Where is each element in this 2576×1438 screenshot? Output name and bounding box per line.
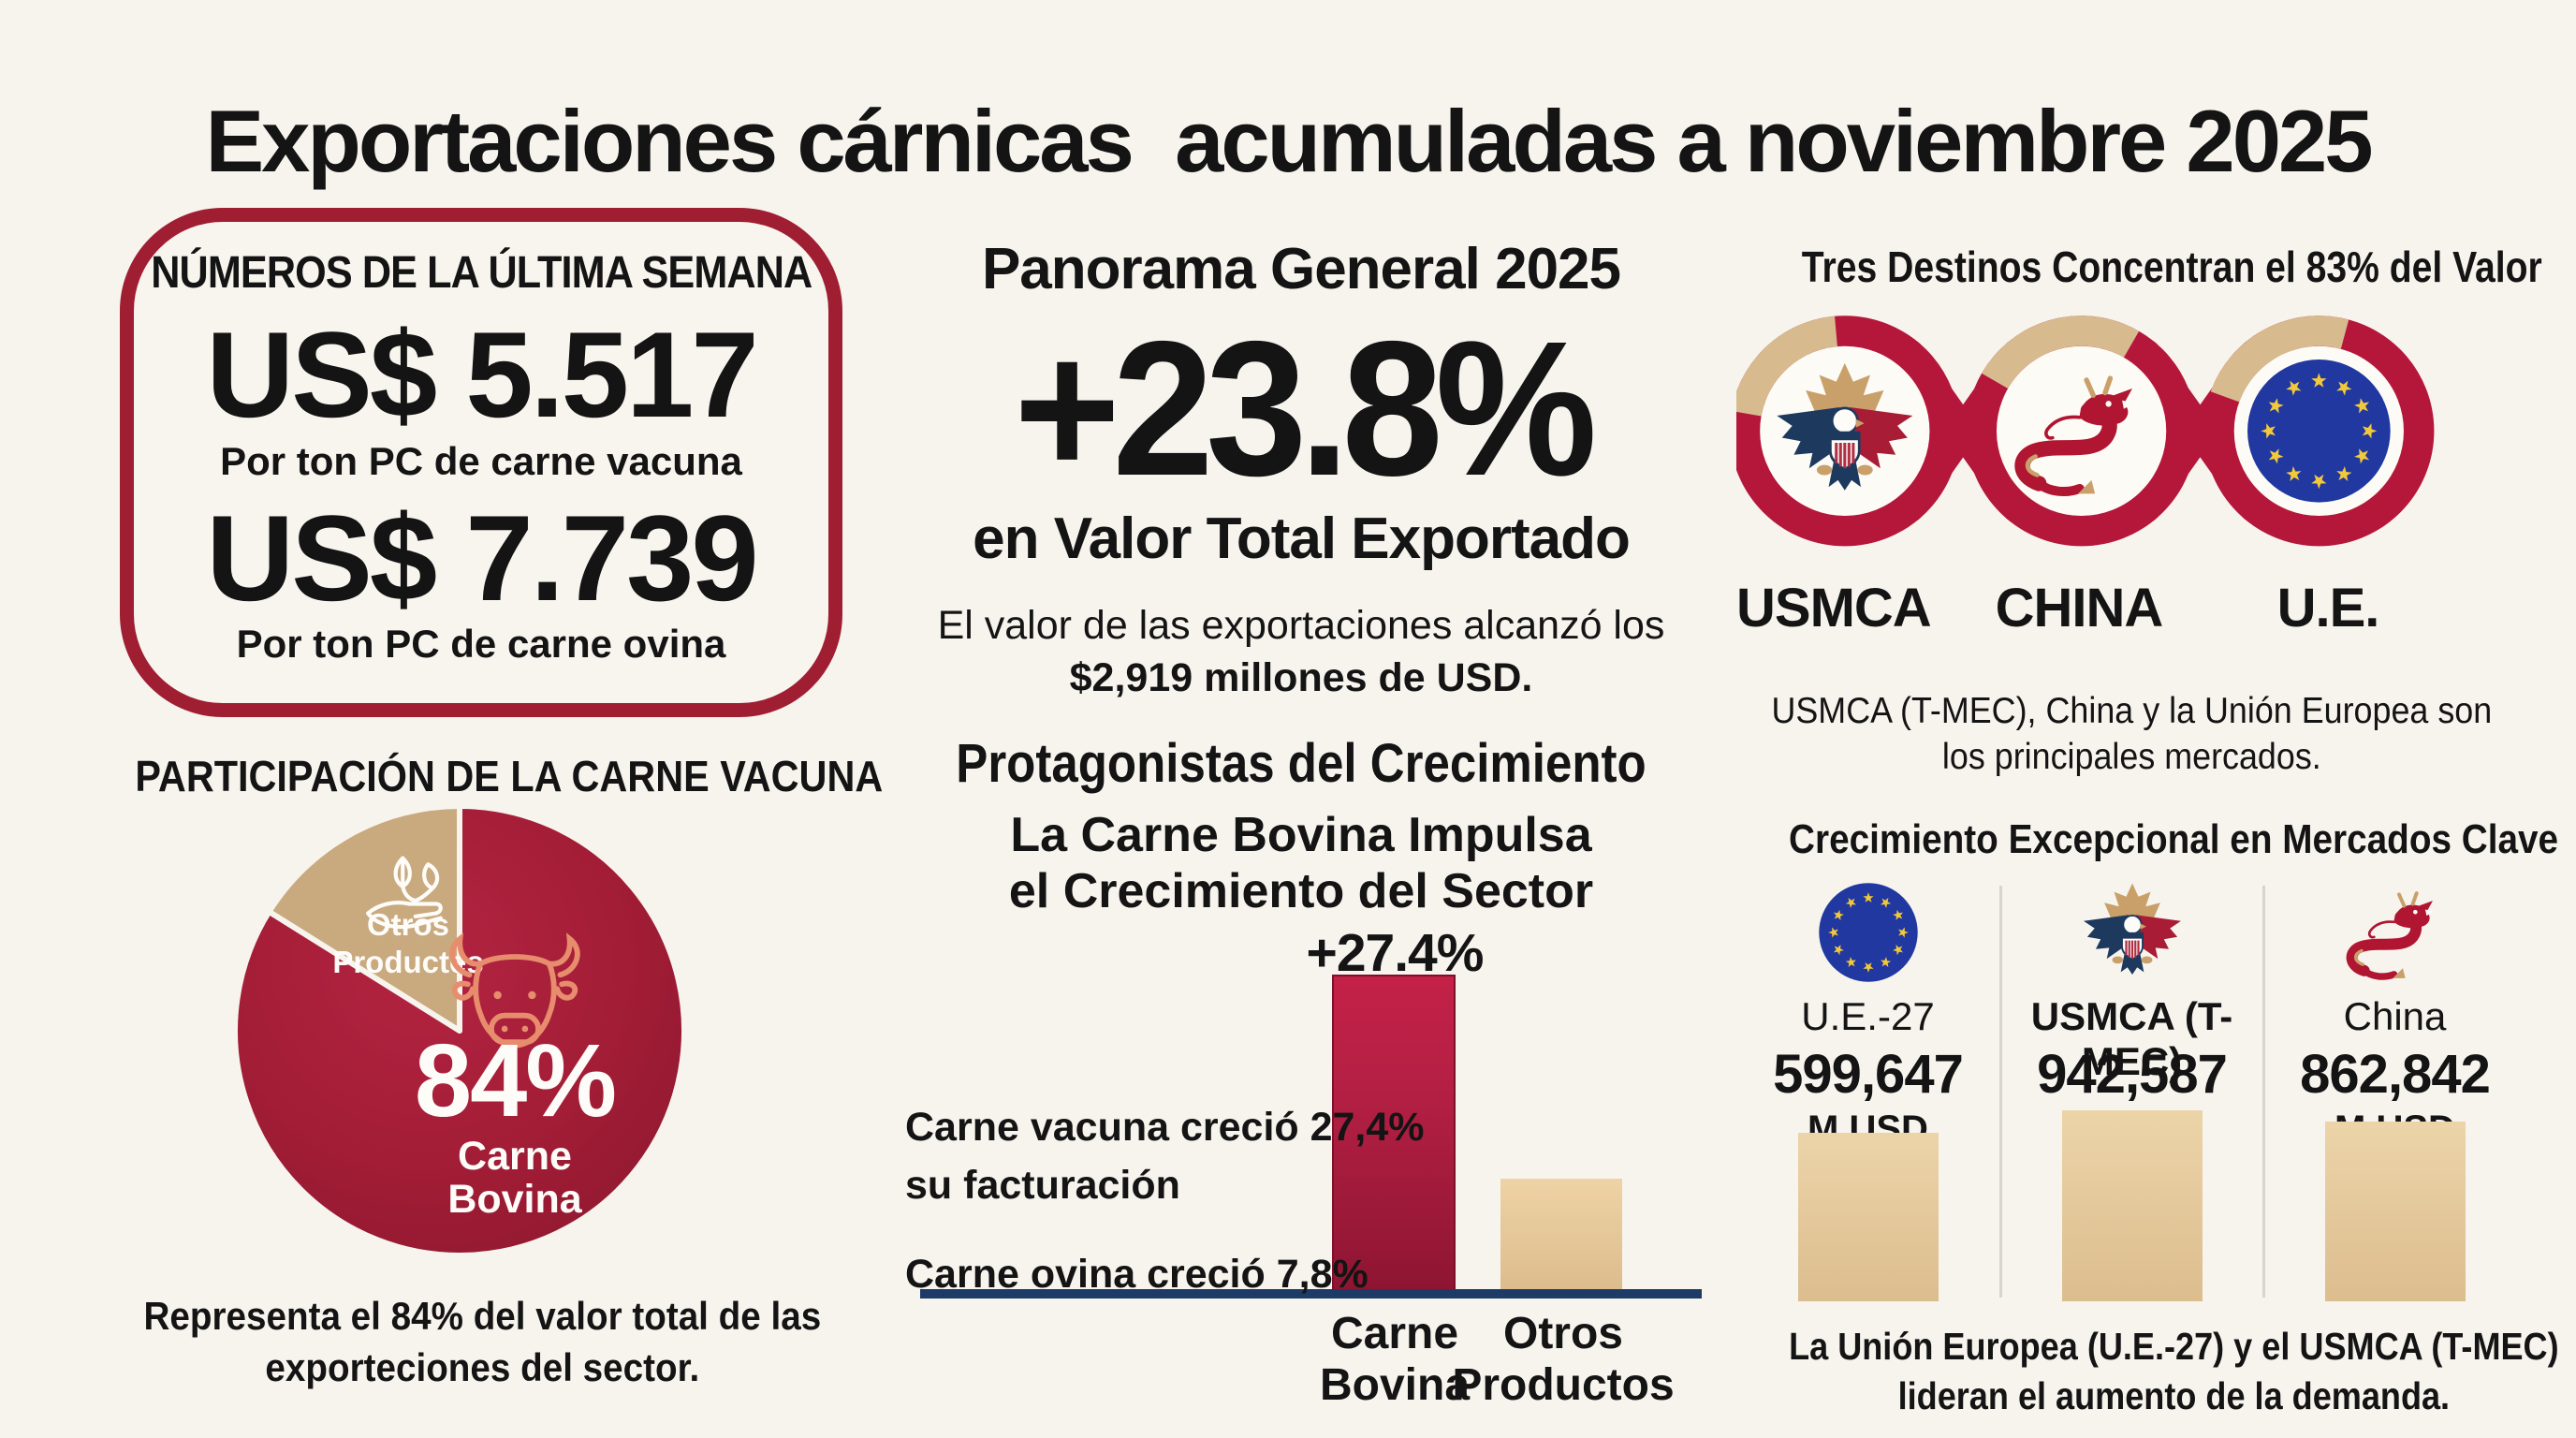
market-value-usmca: 942,587 — [2037, 1044, 2228, 1105]
market-bar-china — [2324, 1122, 2466, 1301]
market-china: China 862,842 M USD — [2263, 878, 2526, 1301]
dest-label-ue: U.E. — [2276, 578, 2380, 638]
weekly-numbers-card: NÚMEROS DE LA ÚLTIMA SEMANA US$ 5.517 Po… — [120, 208, 842, 717]
panorama-description: El valor de las exportaciones alcanzó lo… — [937, 602, 1665, 700]
weekly-label-vacuna: Por ton PC de carne vacuna — [220, 438, 742, 483]
mercados-section: Crecimiento Excepcional en Mercados Clav… — [1736, 816, 2559, 1434]
bar-annotation: +27.4% — [1306, 923, 1485, 983]
cow-icon — [449, 932, 580, 1049]
china-dragon-icon — [2339, 882, 2452, 982]
market-name-china: China — [2343, 994, 2447, 1038]
pie-svg — [234, 805, 685, 1256]
mercados-chart: U.E.-27 599,647 M USD USMCA (T-MEC) 942,… — [1736, 878, 2527, 1301]
participation-caption: Representa el 84% del valor total de las… — [143, 1294, 821, 1390]
panorama-section: Panorama General 2025 +23.8% en Valor To… — [899, 236, 1704, 705]
weekly-value-ovina: US$ 7.739 — [206, 489, 758, 626]
destination-rings — [1736, 315, 2435, 547]
dest-label-usmca: USMCA — [1736, 578, 1932, 638]
market-name-ue: U.E.-27 — [1801, 994, 1935, 1038]
dest-label-china: CHINA — [1995, 578, 2164, 638]
eu-flag-icon — [2247, 360, 2391, 503]
chart-baseline — [920, 1289, 1702, 1299]
pie-slice-otros-productes — [266, 805, 462, 1034]
xlabel-otros-productos: Otros Productos — [1452, 1309, 1675, 1411]
usmca-eagle-icon — [2082, 882, 2182, 976]
divider — [2262, 886, 2265, 1298]
panorama-heading: Panorama General 2025 — [981, 237, 1621, 301]
pie-main-label: Carne Bovina — [447, 1134, 582, 1223]
beef-share-pie-chart: Otros Productes 84% Carne Bovina — [234, 805, 685, 1256]
growth-chart-title: La Carne Bovina Impulsa el Crecimiento d… — [1008, 808, 1594, 919]
destinos-section: Tres Destinos Concentran el 83% del Valo… — [1736, 242, 2542, 813]
bar-otros-productos — [1500, 1179, 1622, 1291]
page-title: Exportaciones cárnicas acumuladas a novi… — [205, 91, 2373, 190]
protagonistas-heading: Protagonistas del Crecimiento — [956, 733, 1647, 794]
market-bar-ue — [1797, 1133, 1939, 1301]
panorama-percentage: +23.8% — [1013, 301, 1597, 516]
destinos-heading: Tres Destinos Concentran el 83% del Valo… — [1801, 242, 2542, 291]
xlabel-carne-bovina: Carne Bovina — [1319, 1309, 1471, 1411]
weekly-value-vacuna: US$ 5.517 — [206, 306, 758, 444]
market-value-ue: 599,647 — [1773, 1044, 1964, 1105]
market-ue: U.E.-27 599,647 M USD — [1736, 878, 1999, 1301]
pie-other-label: Otros Productes — [332, 907, 484, 979]
market-value-china: 862,842 — [2300, 1044, 2491, 1105]
market-usmca: USMCA (T-MEC) 942,587 M USD — [2000, 878, 2263, 1301]
mercados-heading: Crecimiento Excepcional en Mercados Clav… — [1789, 816, 2559, 862]
weekly-label-ovina: Por ton PC de carne ovina — [236, 621, 726, 666]
divider — [1999, 886, 2002, 1298]
panorama-subtitle: en Valor Total Exportado — [973, 506, 1631, 571]
eu-flag-icon — [1816, 880, 1921, 985]
participation-heading: PARTICIPACIÓN DE LA CARNE VACUNA — [135, 752, 884, 800]
pie-main-percentage: 84% — [414, 1023, 617, 1138]
weekly-heading: NÚMEROS DE LA ÚLTIMA SEMANA — [150, 248, 812, 299]
market-name-usmca: USMCA (T-MEC) — [2030, 994, 2233, 1083]
note-carne-ovina: Carne ovina creció 7,8% — [905, 1252, 1368, 1297]
destinos-caption: USMCA (T-MEC), China y la Unión Europea … — [1771, 691, 2493, 777]
bar-carne-bovina — [1332, 975, 1456, 1291]
market-bar-usmca — [2061, 1110, 2203, 1301]
mercados-caption: La Unión Europea (U.E.-27) y el USMCA (T… — [1789, 1325, 2559, 1418]
note-carne-vacuna: Carne vacuna creció 27,4% su facturación — [905, 1105, 1425, 1209]
growth-bar-chart: +27.4% Carne vacuna creció 27,4% su fact… — [903, 922, 1704, 1435]
hand-leaf-icon — [366, 856, 443, 930]
